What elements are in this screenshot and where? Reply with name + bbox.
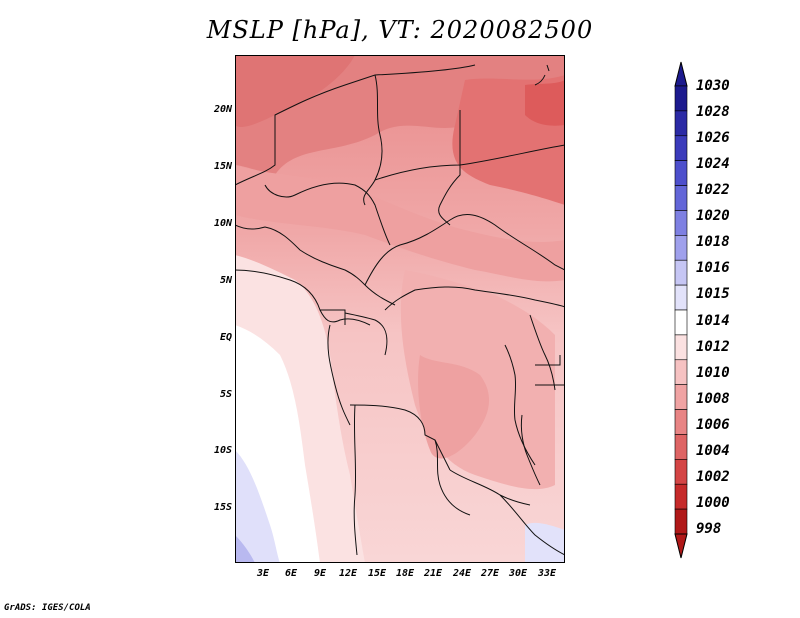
lon-label: 18E [395,568,415,579]
colorbar-label: 998 [696,521,722,537]
colorbar-label: 1024 [696,156,730,173]
map-title: MSLP [hPa], VT: 2020082500 [206,16,594,44]
colorbar-label: 1020 [696,208,730,225]
colorbar-label: 1004 [696,442,730,459]
colorbar-segment [674,359,688,385]
colorbar-segment [674,334,688,361]
lat-label: 5N [219,275,232,286]
pressure-zone-1008-mid [235,165,565,282]
lon-label: 21E [423,568,443,579]
colorbar-label: 1016 [696,260,730,277]
colorbar-segment [674,508,688,535]
colorbar-segment [674,284,688,311]
country-borders [235,64,565,556]
colorbar-segment [674,185,688,211]
lon-label: 27E [480,568,500,579]
colorbar-label: 1028 [696,104,730,121]
lon-label: 15E [367,568,387,579]
colorbar-segment [674,210,688,236]
lat-label: 15N [213,161,232,172]
lat-label: 15S [213,502,232,513]
lon-label: 12E [338,568,358,579]
colorbar-label: 1000 [696,494,730,511]
colorbar-segment [674,259,688,286]
colorbar-label: 1014 [696,312,730,329]
colorbar-label: 1002 [696,468,730,485]
lon-label: 24E [452,568,472,579]
colorbar-label: 1018 [696,234,730,251]
lon-label: 9E [313,568,327,579]
colorbar-label: 1022 [696,182,730,199]
colorbar-segment [674,459,688,485]
lon-label: 3E [256,568,270,579]
colorbar-segment [674,85,688,112]
pressure-zone-1016-ocean [235,535,255,563]
lat-label: 20N [213,104,232,115]
colorbar-label: 1015 [696,286,730,303]
colorbar-label: 1006 [696,416,730,433]
pressure-zone-1008-congo [418,355,490,459]
colorbar-segment [674,160,688,186]
lat-label: 10N [213,218,232,229]
colorbar-segment [674,384,688,410]
lat-label: EQ [219,332,232,343]
colorbar-segment [674,309,688,336]
lon-label: 6E [284,568,298,579]
colorbar-top-arrow [674,61,688,87]
colorbar-label: 1030 [696,78,730,94]
colorbar-label: 1012 [696,338,730,355]
colorbar-label: 1008 [696,390,730,407]
map-frame [235,55,565,563]
colorbar-segment [674,483,688,510]
colorbar-segment [674,235,688,261]
colorbar-segment [674,409,688,435]
pressure-zone-1002 [525,80,565,126]
colorbar-segment [674,434,688,460]
colorbar [674,61,688,559]
lon-label: 33E [537,568,557,579]
pressure-zone-1015-ocean [235,450,280,563]
colorbar-bottom-arrow [674,533,688,559]
lon-label: 30E [508,568,528,579]
pressure-map [235,55,565,563]
colorbar-label: 1026 [696,130,730,147]
footer-credit: GrADS: IGES/COLA [4,603,91,613]
lat-label: 10S [213,445,232,456]
colorbar-label: 1010 [696,364,730,381]
lat-label: 5S [219,389,232,400]
pressure-zone-1004-west [235,55,355,127]
colorbar-segment [674,135,688,161]
colorbar-segment [674,110,688,137]
